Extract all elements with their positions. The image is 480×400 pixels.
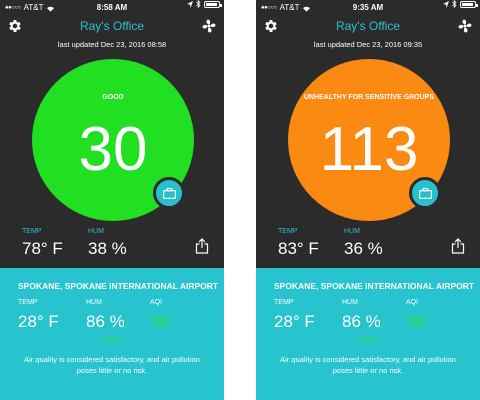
outdoor-humidity-label: HUM: [342, 299, 358, 306]
outdoor-aqi-value: 38: [406, 312, 425, 331]
top-bar: Ray's Office: [256, 16, 480, 38]
outdoor-aqi-label: AQI: [406, 299, 419, 306]
aqi-value: 113: [319, 115, 419, 184]
device-title[interactable]: Ray's Office: [335, 19, 401, 33]
signal-strength-icon: ●●○○○: [5, 5, 21, 11]
indoor-humidity-label: HUM: [88, 228, 104, 235]
indoor-temp-label: TEMP: [278, 228, 298, 235]
briefcase-button[interactable]: [409, 177, 441, 209]
indoor-temp-value: 78° F: [22, 239, 63, 258]
outdoor-aqi-label: AQI: [150, 299, 163, 306]
outdoor-location: SPOKANE, SPOKANE INTERNATIONAL AIRPORT: [18, 281, 219, 291]
outdoor-aqi-value: 38: [150, 312, 169, 331]
outdoor-temp-label: TEMP: [274, 299, 294, 306]
battery-icon: [460, 0, 478, 8]
wifi-icon: [303, 6, 311, 12]
outdoor-temp-value: 28° F: [274, 312, 315, 331]
carrier-name: AT&T: [279, 3, 300, 12]
status-bar: ●●○○○ AT&T 8:58 AM: [0, 0, 224, 16]
signal-strength-icon: ●●○○○: [261, 5, 277, 11]
outdoor-aqi-category: GOOD: [356, 337, 378, 344]
carrier-name: AT&T: [23, 3, 44, 12]
app-screen-left: ●●○○○ AT&T 8:58 AM Ray's Office: [0, 0, 224, 400]
aqi-circle: UNHEALTHY FOR SENSITIVE GROUPS 113: [288, 59, 450, 221]
last-updated-text: last updated Dec 23, 2016 08:58: [57, 40, 167, 49]
location-arrow-icon: [187, 0, 193, 8]
wifi-icon: [47, 6, 55, 12]
air-quality-message: Air quality is considered satisfactory, …: [24, 355, 200, 375]
fan-icon[interactable]: [457, 18, 473, 34]
status-time: 8:58 AM: [96, 3, 128, 12]
outdoor-humidity-value: 86 %: [342, 312, 381, 331]
indoor-humidity-label: HUM: [344, 228, 360, 235]
device-title[interactable]: Ray's Office: [79, 19, 145, 33]
aqi-category-label: GOOD: [102, 94, 124, 101]
outdoor-temp-label: TEMP: [18, 299, 38, 306]
indoor-humidity-value: 36 %: [344, 239, 383, 258]
bluetooth-icon: [196, 0, 201, 8]
indoor-temp-label: TEMP: [22, 228, 42, 235]
briefcase-icon: [162, 187, 176, 199]
outdoor-temp-value: 28° F: [18, 312, 59, 331]
briefcase-button[interactable]: [153, 177, 185, 209]
outdoor-aqi-category: GOOD: [100, 337, 122, 344]
outdoor-humidity-label: HUM: [86, 299, 102, 306]
share-icon[interactable]: [195, 238, 209, 254]
settings-gear-icon[interactable]: [263, 18, 279, 34]
indoor-temp-value: 83° F: [278, 239, 319, 258]
air-quality-message: Air quality is considered satisfactory, …: [280, 355, 456, 375]
indoor-humidity-value: 38 %: [88, 239, 127, 258]
battery-icon: [204, 0, 222, 8]
location-arrow-icon: [443, 0, 449, 8]
aqi-value: 30: [78, 115, 148, 184]
status-bar: ●●○○○ AT&T 9:35 AM: [256, 0, 480, 16]
last-updated-text: last updated Dec 23, 2016 09:35: [313, 40, 423, 49]
outdoor-humidity-value: 86 %: [86, 312, 125, 331]
aqi-category-label: UNHEALTHY FOR SENSITIVE GROUPS: [303, 94, 435, 101]
outdoor-panel: SPOKANE, SPOKANE INTERNATIONAL AIRPORT T…: [0, 268, 224, 400]
share-icon[interactable]: [451, 238, 465, 254]
app-screen-right: ●●○○○ AT&T 9:35 AM Ray's Office: [256, 0, 480, 400]
briefcase-icon: [418, 187, 432, 199]
top-bar: Ray's Office: [0, 16, 224, 38]
outdoor-location: SPOKANE, SPOKANE INTERNATIONAL AIRPORT: [274, 281, 475, 291]
fan-icon[interactable]: [201, 18, 217, 34]
bluetooth-icon: [452, 0, 457, 8]
status-time: 9:35 AM: [352, 3, 384, 12]
outdoor-panel: SPOKANE, SPOKANE INTERNATIONAL AIRPORT T…: [256, 268, 480, 400]
settings-gear-icon[interactable]: [7, 18, 23, 34]
